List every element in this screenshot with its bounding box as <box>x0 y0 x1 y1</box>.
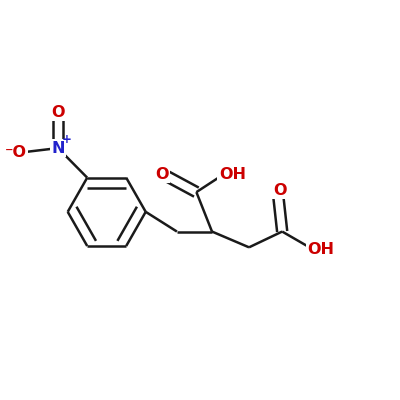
Text: +: + <box>62 133 72 146</box>
Text: N: N <box>51 140 65 156</box>
Text: ⁻O: ⁻O <box>4 144 26 160</box>
Text: O: O <box>51 105 65 120</box>
Text: O: O <box>274 183 287 198</box>
Text: O: O <box>156 167 169 182</box>
Text: OH: OH <box>308 242 335 257</box>
Text: OH: OH <box>219 167 246 182</box>
